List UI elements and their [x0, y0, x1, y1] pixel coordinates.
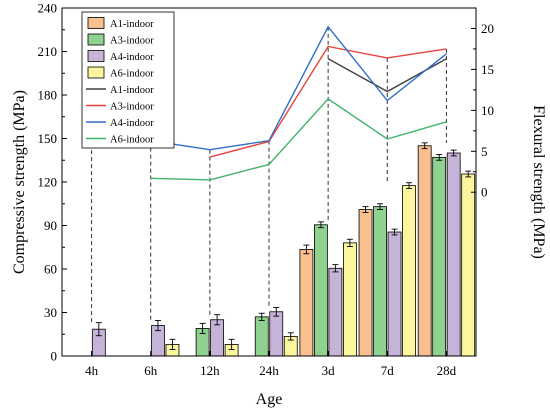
legend-label: A1-indoor — [110, 19, 154, 30]
error-bars — [95, 142, 472, 350]
bar — [432, 156, 447, 357]
dashed-connectors — [91, 26, 447, 323]
bar — [387, 231, 402, 357]
bar — [328, 267, 343, 357]
x-axis-title: Age — [256, 391, 283, 408]
bar — [446, 152, 461, 357]
y2-tick-label: 20 — [481, 21, 494, 36]
x-tick-label: 6h — [144, 363, 158, 378]
legend-swatch — [87, 50, 105, 62]
legend-label: A6-indoor — [110, 135, 154, 146]
y-tick-label: 180 — [38, 88, 58, 103]
legend-swatch — [87, 66, 105, 79]
bar — [417, 145, 432, 357]
bar — [269, 311, 284, 357]
legend-label: A3-indoor — [110, 36, 154, 47]
y-tick-label: 0 — [51, 349, 58, 364]
y-tick-label: 150 — [38, 131, 58, 146]
y2-tick-label: 0 — [481, 185, 488, 200]
legend: A1-indoor A3-indoor A4-indoor A6-indoor A1-i… — [81, 11, 175, 149]
y2-tick-label: 10 — [481, 103, 494, 118]
axes: 0 30 60 90 120 150 180 210 240 0 5 10 15 20 4h 6h 12h 24h… — [38, 1, 495, 379]
legend-label: A1-indoor — [110, 85, 154, 96]
flexural-line — [150, 97, 447, 181]
legend-label: A4-indoor — [110, 52, 154, 63]
bars — [91, 145, 476, 357]
bar — [373, 206, 387, 357]
y-axis-title: Compressive strength (MPa) — [11, 90, 28, 274]
x-tick-label: 7d — [381, 363, 395, 378]
legend-swatch — [87, 33, 105, 46]
y-tick-label: 210 — [38, 44, 58, 59]
y2-axis-title: Flexural strength (MPa) — [530, 105, 547, 259]
bar — [254, 316, 269, 357]
y-tick-label: 90 — [44, 218, 57, 233]
bar — [342, 242, 357, 357]
bar — [358, 209, 373, 357]
legend-label: A4-indoor — [110, 118, 154, 129]
bar — [402, 185, 416, 357]
y-tick-label: 120 — [38, 175, 58, 190]
x-tick-label: 3d — [322, 363, 336, 378]
x-tick-label: 28d — [437, 363, 457, 378]
bar — [313, 224, 328, 357]
bar — [299, 249, 314, 357]
y-tick-label: 30 — [44, 305, 57, 320]
legend-label: A6-indoor — [110, 69, 154, 80]
y2-tick-label: 5 — [481, 144, 488, 159]
bar — [461, 173, 476, 357]
y-tick-label: 60 — [44, 262, 57, 277]
legend-label: A3-indoor — [110, 102, 154, 113]
y2-tick-label: 15 — [481, 62, 494, 77]
y-tick-label: 240 — [38, 1, 58, 16]
x-tick-label: 12h — [200, 363, 220, 378]
x-tick-label: 24h — [259, 363, 279, 378]
x-tick-label: 4h — [85, 363, 99, 378]
legend-swatch — [87, 17, 105, 29]
flexural-line — [209, 45, 447, 158]
